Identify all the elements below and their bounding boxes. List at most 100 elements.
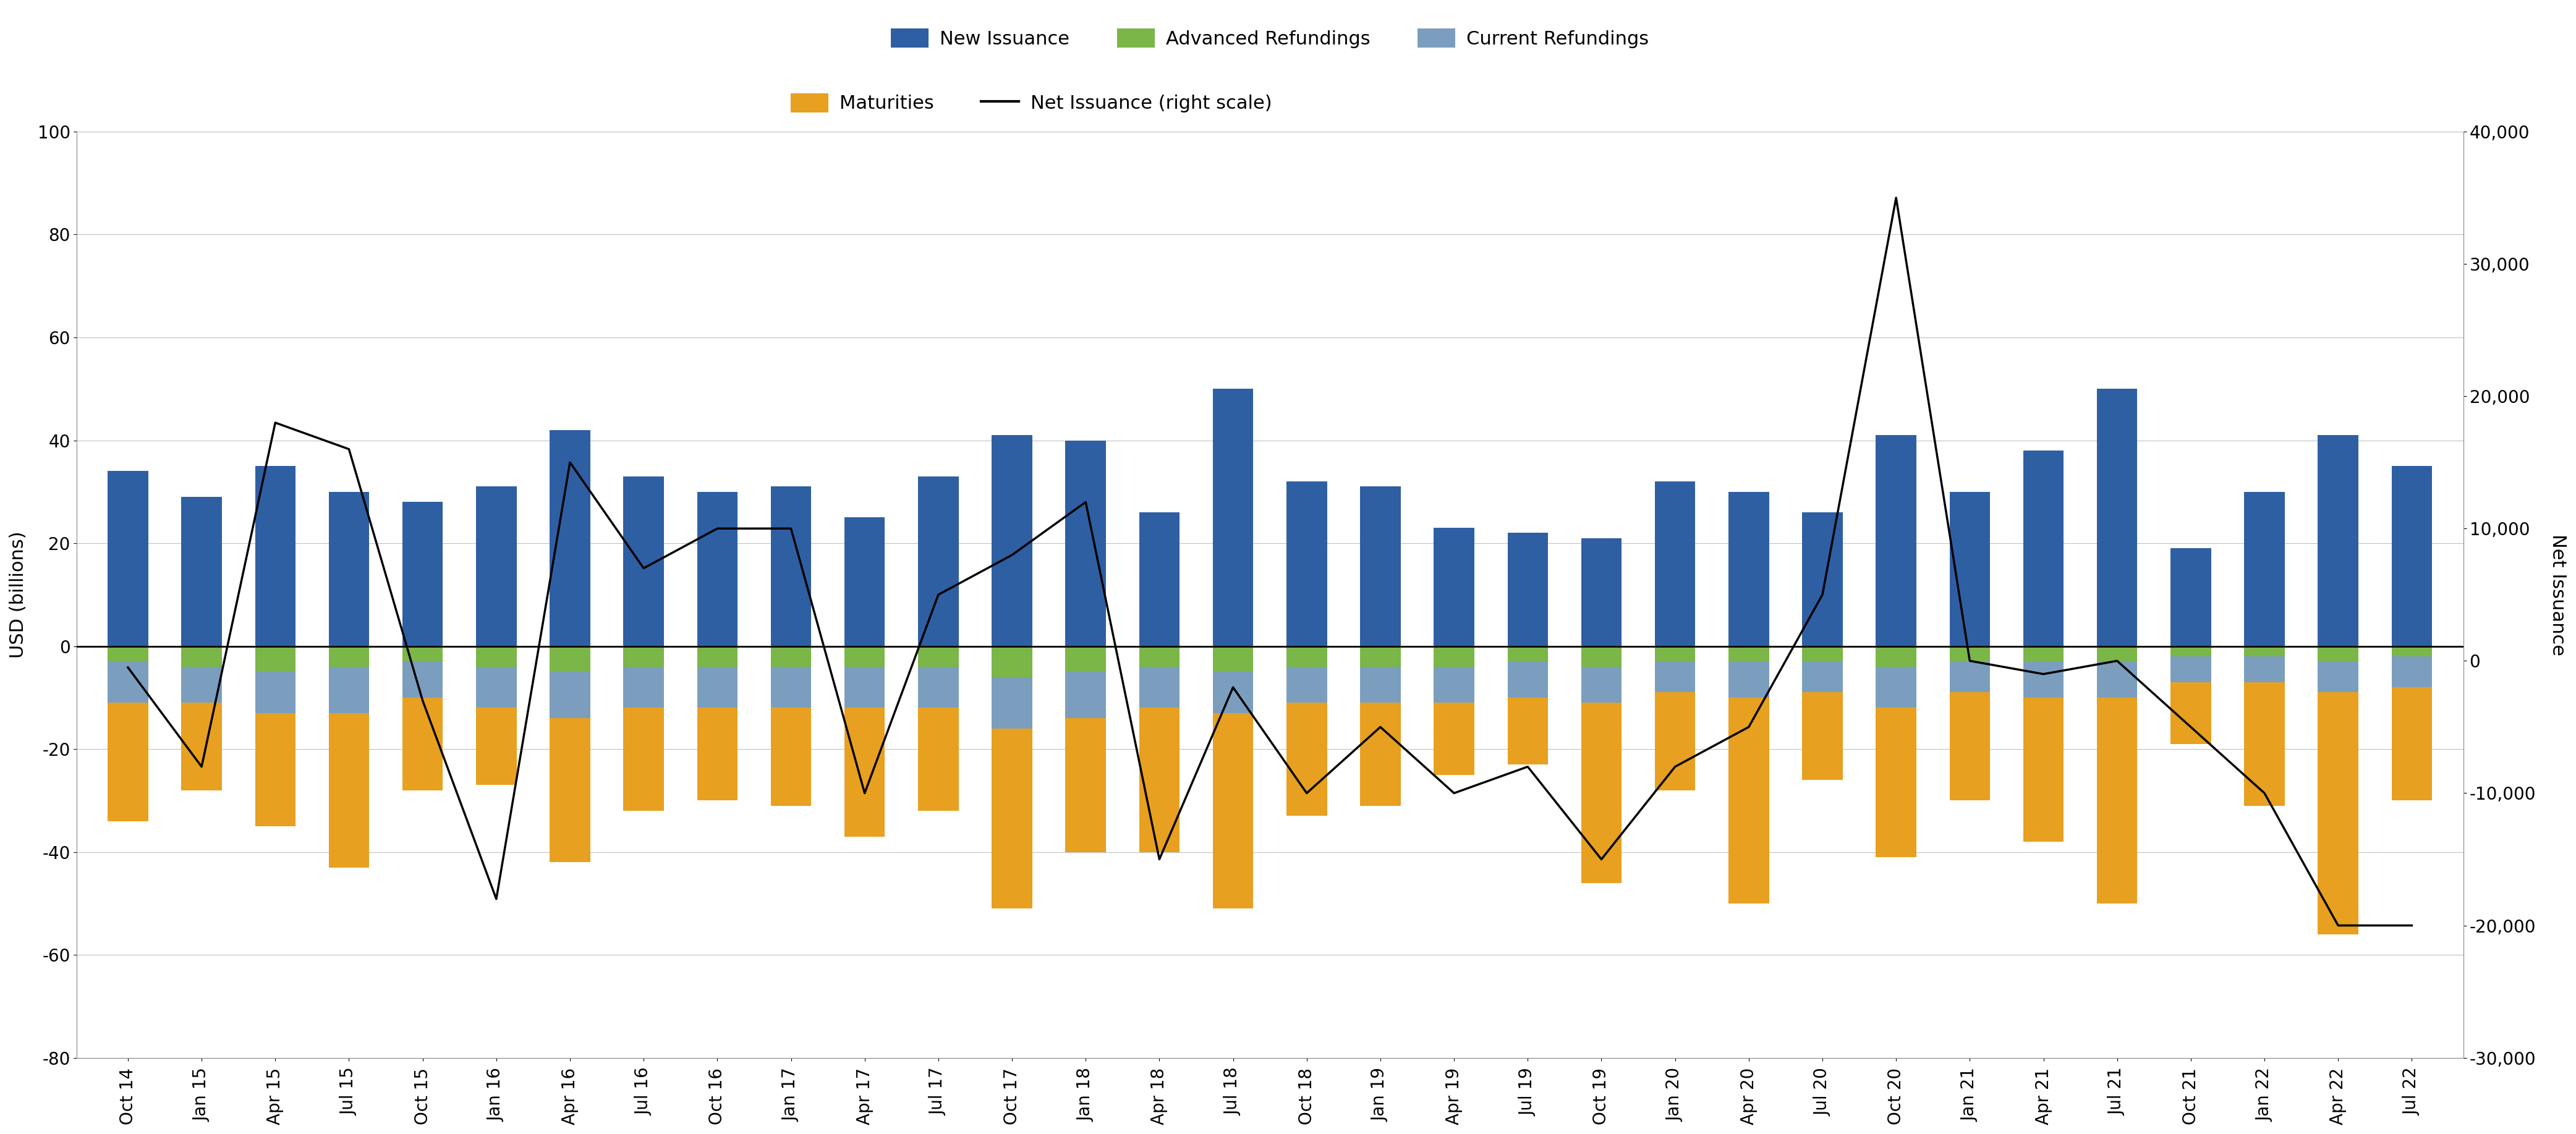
Y-axis label: Net Issuance: Net Issuance (2548, 534, 2566, 655)
Bar (2391, 687, 2432, 801)
Bar (330, 713, 368, 868)
Bar (108, 661, 149, 703)
Bar (1435, 527, 1473, 646)
Bar (2244, 646, 2285, 657)
Bar (402, 646, 443, 661)
Bar (1728, 697, 1770, 904)
Bar (1139, 646, 1180, 667)
Bar (2022, 661, 2063, 697)
Bar (2318, 693, 2360, 934)
Bar (770, 708, 811, 805)
Bar (1507, 661, 1548, 697)
Bar (992, 728, 1033, 908)
Bar (2097, 661, 2138, 697)
Bar (1285, 703, 1327, 816)
Bar (402, 661, 443, 697)
Bar (1507, 533, 1548, 646)
Bar (1950, 492, 1991, 646)
Bar (845, 517, 886, 646)
Bar (255, 466, 296, 646)
Bar (2391, 657, 2432, 687)
Bar (477, 708, 518, 785)
Bar (1360, 667, 1401, 703)
Bar (1654, 482, 1695, 646)
Bar (1875, 435, 1917, 646)
Bar (2022, 697, 2063, 841)
Bar (2097, 389, 2138, 646)
Bar (917, 476, 958, 646)
Bar (1066, 718, 1105, 852)
Bar (2022, 450, 2063, 646)
Bar (845, 646, 886, 667)
Bar (1507, 697, 1548, 764)
Bar (917, 646, 958, 667)
Bar (1066, 671, 1105, 718)
Bar (2172, 657, 2210, 683)
Legend: Maturities, Net Issuance (right scale): Maturities, Net Issuance (right scale) (783, 85, 1280, 120)
Bar (549, 646, 590, 671)
Bar (1582, 646, 1623, 667)
Bar (992, 677, 1033, 728)
Bar (623, 667, 665, 708)
Bar (1360, 486, 1401, 646)
Bar (992, 435, 1033, 646)
Bar (108, 646, 149, 661)
Bar (1139, 708, 1180, 852)
Bar (917, 667, 958, 708)
Bar (2172, 683, 2210, 744)
Bar (477, 646, 518, 667)
Bar (770, 486, 811, 646)
Bar (1950, 693, 1991, 801)
Bar (1435, 646, 1473, 667)
Bar (2097, 646, 2138, 661)
Bar (477, 486, 518, 646)
Y-axis label: USD (billions): USD (billions) (10, 531, 28, 658)
Bar (402, 502, 443, 646)
Bar (845, 667, 886, 708)
Bar (698, 646, 737, 667)
Bar (1582, 703, 1623, 883)
Bar (1285, 646, 1327, 667)
Bar (2244, 657, 2285, 683)
Bar (1654, 661, 1695, 693)
Bar (1950, 646, 1991, 661)
Bar (549, 718, 590, 862)
Bar (2172, 646, 2210, 657)
Bar (623, 476, 665, 646)
Bar (2391, 646, 2432, 657)
Bar (1435, 703, 1473, 775)
Bar (108, 472, 149, 646)
Bar (255, 646, 296, 671)
Bar (770, 646, 811, 667)
Bar (1066, 440, 1105, 646)
Bar (2318, 646, 2360, 661)
Bar (1803, 693, 1842, 780)
Bar (1582, 539, 1623, 646)
Bar (1728, 661, 1770, 697)
Bar (1435, 667, 1473, 703)
Bar (1654, 646, 1695, 661)
Bar (330, 492, 368, 646)
Bar (698, 708, 737, 801)
Bar (2391, 466, 2432, 646)
Bar (549, 671, 590, 718)
Bar (255, 671, 296, 713)
Bar (1066, 646, 1105, 671)
Bar (255, 713, 296, 827)
Bar (180, 646, 222, 667)
Bar (1582, 667, 1623, 703)
Bar (108, 703, 149, 821)
Bar (2244, 492, 2285, 646)
Bar (992, 646, 1033, 677)
Bar (1285, 482, 1327, 646)
Bar (1213, 713, 1255, 908)
Bar (1139, 513, 1180, 646)
Bar (1728, 646, 1770, 661)
Bar (770, 667, 811, 708)
Bar (2318, 661, 2360, 693)
Bar (1213, 646, 1255, 671)
Bar (698, 492, 737, 646)
Bar (1875, 708, 1917, 857)
Bar (2022, 646, 2063, 661)
Bar (1213, 671, 1255, 713)
